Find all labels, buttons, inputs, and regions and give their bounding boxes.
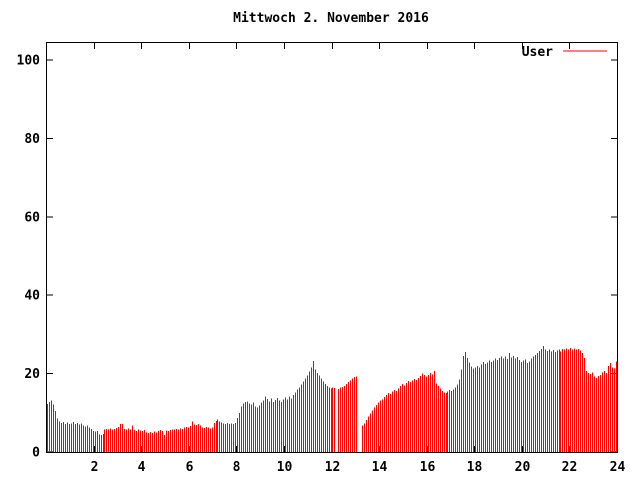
y-tick-label: 20 [24,367,40,382]
legend: User [522,45,607,60]
x-tick-label: 18 [467,460,483,475]
x-tick-label: 16 [420,460,436,475]
y-tick-label: 0 [32,446,40,461]
x-tick-label: 4 [138,460,146,475]
x-tick-label: 22 [562,460,578,475]
chart-title: Mittwoch 2. November 2016 [233,11,429,26]
x-tick-label: 10 [277,460,293,475]
x-tick-label: 24 [610,460,626,475]
y-tick-label: 40 [24,289,40,304]
x-tick-label: 14 [372,460,388,475]
y-tick-label: 80 [24,132,40,147]
x-tick-label: 12 [325,460,341,475]
x-axis: 2 4 6 8 10 12 14 16 18 20 22 24 [91,42,626,475]
y-tick-label: 60 [24,210,40,225]
legend-label-user: User [522,45,553,60]
x-tick-label: 8 [233,460,241,475]
x-tick-label: 6 [186,460,194,475]
y-axis: 0 20 40 60 80 100 [17,54,618,461]
x-tick-label: 2 [91,460,99,475]
bars-series-user [47,346,617,452]
y-tick-label: 100 [17,54,41,69]
x-tick-label: 20 [515,460,531,475]
